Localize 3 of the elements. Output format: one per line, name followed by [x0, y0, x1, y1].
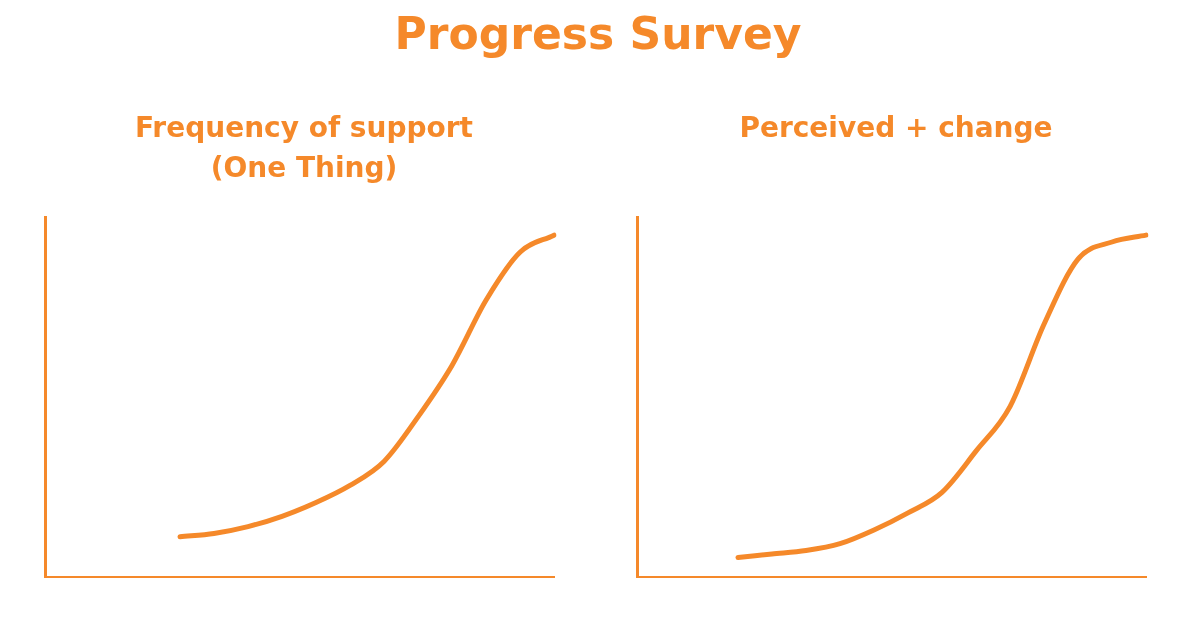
text: Progress Survey	[393, 8, 803, 61]
chart-title: Frequency of support (One Thing)	[135, 110, 473, 186]
chart-title: Perceived + change	[739, 110, 1053, 146]
